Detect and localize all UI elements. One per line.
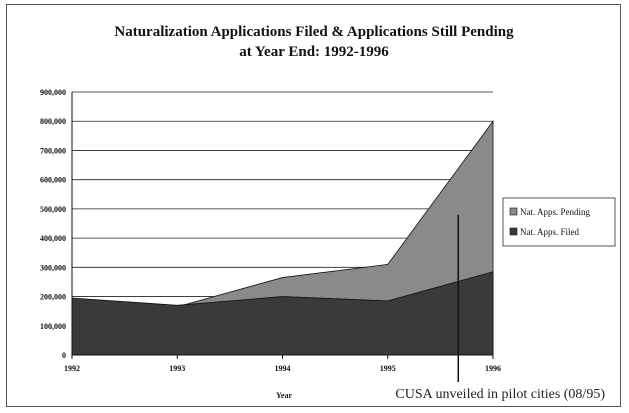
- y-tick-label: 300,000: [40, 263, 66, 272]
- legend: Nat. Apps. Pending Nat. Apps. Filed: [502, 197, 616, 247]
- y-tick-label: 400,000: [40, 234, 66, 243]
- area-filed: [71, 271, 494, 356]
- x-axis-title: Year: [276, 391, 292, 400]
- y-tick-label: 100,000: [40, 322, 66, 331]
- area-series: [71, 120, 494, 356]
- annotation-text: CUSA unveiled in pilot cities (08/95): [395, 387, 605, 402]
- x-tick-label: 1994: [275, 364, 291, 373]
- legend-box: [502, 197, 616, 247]
- legend-swatch-filed: [509, 227, 518, 236]
- axes: [71, 92, 494, 359]
- y-tick-label: 200,000: [40, 293, 66, 302]
- chart-subtitle: at Year End: 1992-1996: [239, 44, 389, 60]
- x-tick-labels: 1992 1993 1994 1995 1996: [64, 364, 501, 373]
- x-tick-label: 1993: [169, 364, 185, 373]
- y-tick-label: 900,000: [40, 88, 66, 97]
- y-tick-label: 500,000: [40, 205, 66, 214]
- x-tick-label: 1995: [380, 364, 396, 373]
- y-tick-label: 800,000: [40, 117, 66, 126]
- x-tick-label: 1996: [485, 364, 501, 373]
- legend-label-pending: Nat. Apps. Pending: [520, 207, 591, 217]
- chart-title: Naturalization Applications Filed & Appl…: [114, 24, 514, 40]
- y-tick-label: 0: [62, 351, 66, 360]
- y-tick-label: 600,000: [40, 176, 66, 185]
- x-tick-label: 1992: [64, 364, 80, 373]
- legend-swatch-pending: [509, 207, 518, 216]
- legend-label-filed: Nat. Apps. Filed: [520, 227, 580, 237]
- y-tick-labels: 0 100,000 200,000 300,000 400,000 500,000 600,…: [40, 88, 66, 360]
- y-tick-label: 700,000: [40, 146, 66, 155]
